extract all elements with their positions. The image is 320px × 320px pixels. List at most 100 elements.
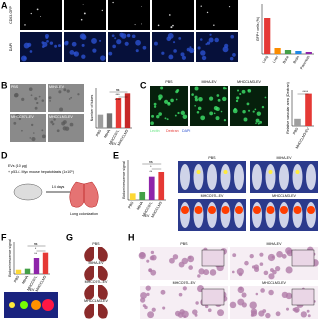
label: MHCCLM3-EV <box>84 299 108 303</box>
cell <box>71 41 77 47</box>
cell <box>198 268 205 275</box>
cell <box>170 26 173 29</box>
cell <box>29 50 33 53</box>
cell <box>52 122 55 125</box>
label: 14 days <box>52 185 65 189</box>
cell <box>217 98 221 102</box>
cell <box>126 33 131 38</box>
label: MHCCLM3-EV <box>262 281 286 285</box>
category-label: Lung <box>261 55 268 64</box>
y-axis-label: Bioluminescence signal <box>122 161 126 199</box>
cell <box>206 41 211 45</box>
cell <box>264 96 267 99</box>
cell <box>173 41 176 44</box>
signal <box>9 302 15 308</box>
cell <box>188 265 193 270</box>
cell <box>101 9 103 12</box>
cell <box>249 253 254 259</box>
mouse-image <box>252 202 262 228</box>
bar <box>294 118 301 126</box>
signal <box>280 206 288 214</box>
mouse-image <box>234 164 244 190</box>
cell <box>28 87 33 91</box>
label: EV <box>30 288 35 292</box>
cell <box>49 41 54 45</box>
cell <box>147 311 155 319</box>
cell <box>173 49 177 53</box>
panel-letter: B <box>1 80 8 90</box>
label: ns <box>149 160 153 164</box>
label: PBS <box>180 242 188 246</box>
label: EVs (10 µg) <box>8 164 27 168</box>
cell <box>169 257 175 264</box>
cell <box>23 56 27 60</box>
cell <box>134 24 136 26</box>
signal <box>31 300 41 310</box>
panel-letter: H <box>128 232 135 242</box>
label: MHCCLM3-EV <box>49 115 73 119</box>
cell <box>38 95 41 98</box>
cell <box>197 106 202 111</box>
cell <box>268 289 274 296</box>
bar <box>305 52 312 54</box>
cell <box>180 52 185 57</box>
inset <box>201 288 225 306</box>
signal <box>235 206 243 214</box>
signal <box>194 206 203 214</box>
micrograph <box>20 0 62 30</box>
cell <box>251 265 256 269</box>
label: * <box>35 247 37 251</box>
cell <box>189 46 192 49</box>
panel-letter: G <box>66 232 73 242</box>
signal <box>253 206 261 214</box>
cell <box>151 114 155 118</box>
cell <box>201 55 207 61</box>
cell <box>241 292 247 298</box>
cell <box>59 107 64 112</box>
label: **** <box>302 90 308 94</box>
mouse-image <box>220 202 231 228</box>
cell <box>146 292 150 297</box>
cell <box>244 260 249 266</box>
cell <box>200 38 203 41</box>
micrograph <box>10 84 46 112</box>
label: PBS <box>11 85 19 89</box>
lung <box>84 285 108 300</box>
cell <box>192 309 198 315</box>
cell <box>220 110 223 113</box>
cell <box>306 309 310 313</box>
cell <box>138 251 146 260</box>
cell <box>178 36 182 40</box>
label: Lectin <box>150 129 160 133</box>
cell <box>237 298 245 306</box>
signal <box>268 170 273 174</box>
cell <box>255 122 257 125</box>
label: * <box>150 165 152 169</box>
cell <box>150 121 154 126</box>
mouse-image <box>306 202 316 228</box>
cell <box>48 96 52 100</box>
category-label: PBS <box>127 200 134 209</box>
cell <box>255 292 259 296</box>
label: CD63-GFP <box>9 6 13 24</box>
cell <box>62 126 67 131</box>
category-label: Liver <box>272 54 280 63</box>
cell <box>58 90 62 94</box>
cell <box>69 49 75 55</box>
cell <box>214 37 219 43</box>
mouse-image <box>207 164 217 190</box>
cell <box>198 96 203 102</box>
label: EV <box>112 142 117 146</box>
cell <box>161 51 165 55</box>
cell <box>209 269 217 276</box>
cell <box>33 132 35 134</box>
label: MHCCLM3-EV <box>237 80 261 84</box>
cell <box>40 16 42 18</box>
label: MIHA-EV <box>89 261 105 265</box>
cell <box>148 268 153 273</box>
bar <box>305 93 312 126</box>
panel-letter: C <box>140 80 147 90</box>
label: **** <box>115 98 121 102</box>
mouse-image <box>252 164 262 190</box>
bar <box>106 113 113 128</box>
